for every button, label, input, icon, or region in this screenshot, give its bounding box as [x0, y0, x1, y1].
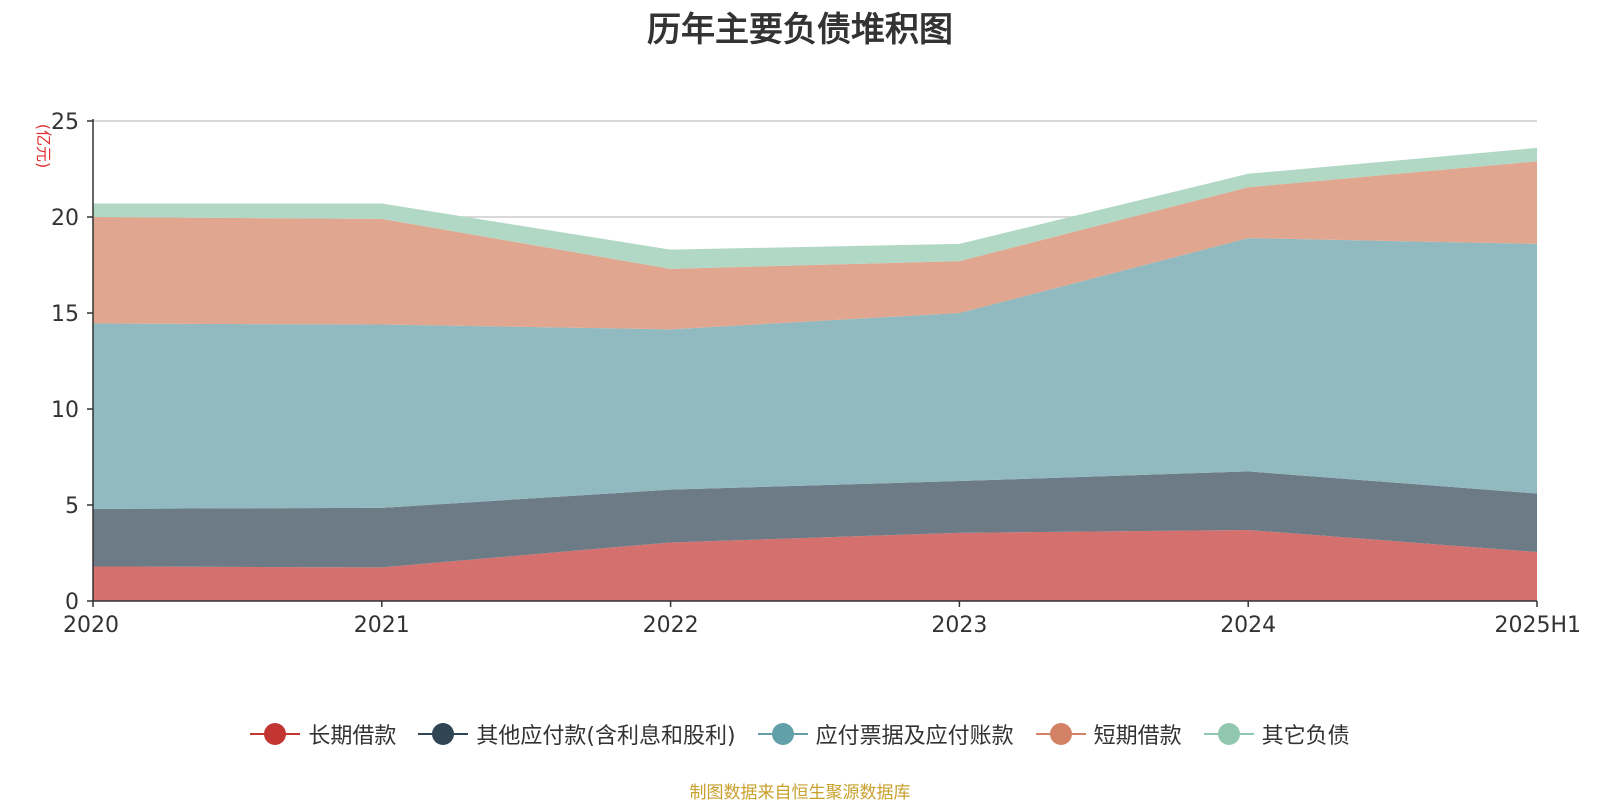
y-axis-unit-label: (亿元): [34, 124, 53, 169]
y-tick-label-20: 20: [51, 206, 79, 231]
legend-item-0[interactable]: 长期借款: [250, 718, 396, 750]
legend: 长期借款 其他应付款(含利息和股利) 应付票据及应付账款 短期借款 其它负债: [0, 716, 1600, 752]
legend-label: 短期借款: [1093, 724, 1182, 749]
legend-item-1[interactable]: 其他应付款(含利息和股利): [418, 718, 736, 750]
area-series-3: [93, 161, 1537, 330]
legend-label: 其它负债: [1261, 724, 1350, 749]
x-tick-label-2023: 2023: [931, 613, 987, 638]
legend-marker-icon: [1203, 722, 1254, 746]
axes: 0 5 10 15 20 25 2020 2021 2022 2023 2024 2025H1: [51, 110, 1581, 638]
y-tick-label-25: 25: [51, 110, 79, 135]
y-tick-label-5: 5: [65, 494, 79, 519]
y-tick-label-10: 10: [51, 398, 79, 423]
legend-marker-icon: [250, 722, 301, 746]
y-tick-label-0: 0: [65, 590, 79, 615]
area-series-1: [93, 471, 1537, 568]
legend-marker-icon: [418, 722, 469, 746]
x-tick-label-2022: 2022: [643, 613, 699, 638]
chart-title: 历年主要负债堆积图: [647, 10, 953, 50]
legend-marker-icon: [757, 722, 808, 746]
legend-label: 长期借款: [308, 724, 397, 749]
legend-item-2[interactable]: 应付票据及应付账款: [757, 718, 1014, 750]
source-note: 制图数据来自恒生聚源数据库: [689, 783, 911, 803]
x-tick-label-2025H1: 2025H1: [1494, 613, 1581, 638]
area-series-4: [93, 147, 1537, 269]
legend-item-4[interactable]: 其它负债: [1203, 718, 1350, 750]
area-series-2: [93, 238, 1537, 509]
x-tick-label-2024: 2024: [1220, 613, 1276, 638]
legend-label: 其他应付款(含利息和股利): [476, 724, 736, 749]
x-tick-label-2021: 2021: [354, 613, 410, 638]
stacked-areas: [93, 147, 1537, 601]
y-tick-label-15: 15: [51, 302, 79, 327]
legend-label: 应付票据及应付账款: [815, 724, 1014, 749]
legend-marker-icon: [1035, 722, 1086, 746]
legend-item-3[interactable]: 短期借款: [1035, 718, 1182, 750]
x-tick-label-2020: 2020: [63, 613, 119, 638]
area-series-0: [93, 529, 1537, 601]
